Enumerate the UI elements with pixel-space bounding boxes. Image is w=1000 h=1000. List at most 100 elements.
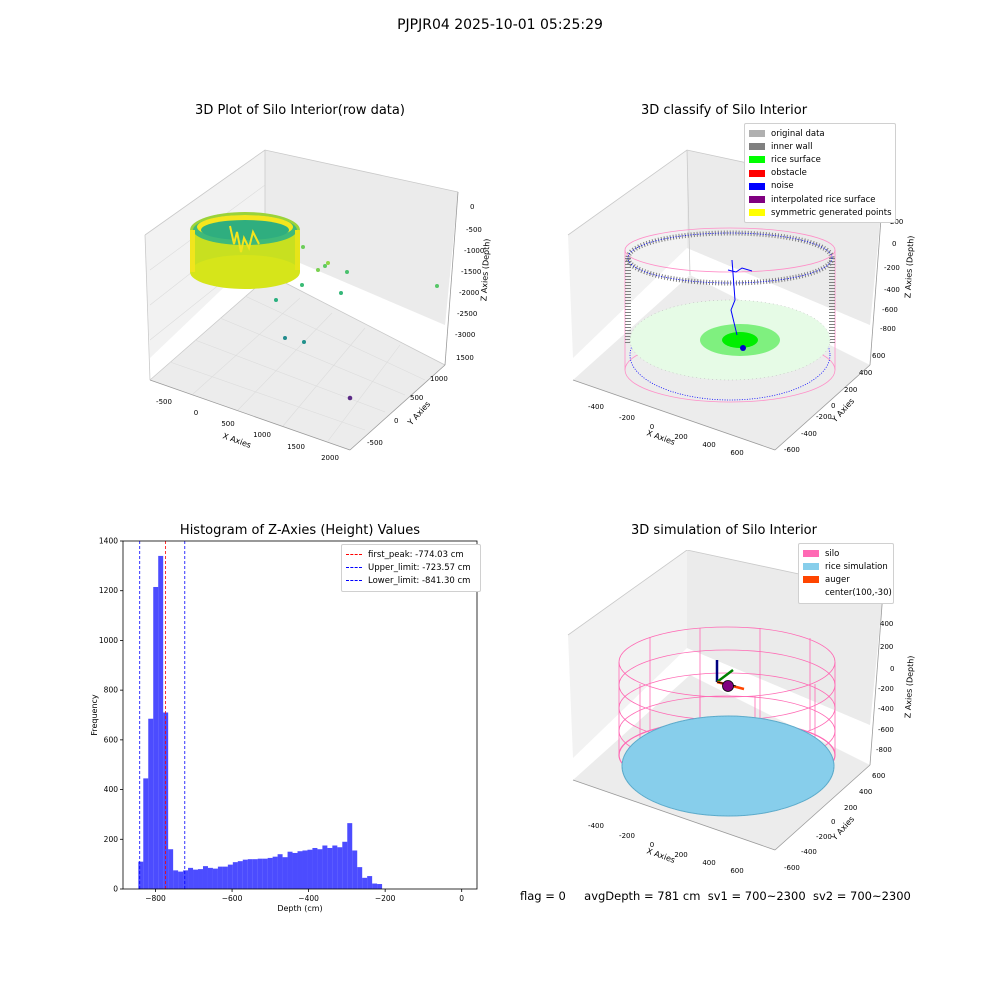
panel4-legend: silo rice simulation auger center(100,-30) (798, 543, 894, 604)
y-tick-label: 400 (104, 785, 119, 794)
p4-xtick: 600 (730, 867, 743, 875)
legend-swatch (749, 143, 765, 151)
y-tick-label: 600 (104, 735, 119, 744)
legend-entry: interpolated rice surface (749, 193, 891, 206)
flag-text: flag = 0 (520, 889, 566, 903)
histogram-bar (138, 861, 144, 889)
histogram-bar (282, 857, 288, 889)
p4-ztick: 200 (880, 643, 893, 651)
legend-swatch (749, 156, 765, 164)
histogram-bar (237, 861, 243, 889)
p4-ztick: 400 (880, 620, 893, 628)
x-tick-label: −800 (145, 894, 166, 903)
legend-label: symmetric generated points (771, 207, 892, 218)
legend-label: center(100,-30) (825, 588, 892, 599)
histogram-bars (138, 555, 383, 889)
p1-ztick: -1500 (461, 268, 481, 276)
y-tick-label: 800 (104, 686, 119, 695)
legend-entry: symmetric generated points (749, 206, 892, 219)
histogram-bar (377, 884, 383, 889)
legend-entry: noise (749, 180, 891, 193)
p1-xtick: 500 (221, 420, 234, 428)
p1-zlabel: Z Axies (Depth) (479, 238, 491, 301)
histogram-bar (362, 877, 368, 889)
panel4-plot: -400 -200 0 200 400 600 600 400 200 0 -2… (567, 550, 916, 875)
panel2-title: 3D classify of Silo Interior (640, 103, 808, 118)
legend-label: rice simulation (825, 561, 888, 572)
p4-ytick: 600 (872, 772, 885, 780)
histogram-bar (227, 864, 233, 889)
legend-swatch (346, 567, 362, 569)
p2-ytick: -200 (816, 413, 832, 421)
p1-ztick: -2000 (459, 289, 479, 297)
histogram-bar (163, 712, 169, 889)
legend-label: obstacle (771, 168, 807, 179)
p1-ytick: 500 (410, 394, 423, 402)
p4-ztick: -600 (878, 726, 894, 734)
histogram-bar (257, 858, 263, 889)
panel4-ticks: -400 -200 0 200 400 600 600 400 200 0 -2… (588, 620, 894, 875)
legend-entry: inner wall (749, 140, 891, 153)
legend-entry: first_peak: -774.03 cm (346, 548, 476, 561)
panel1-ticks: -500 0 500 1000 1500 2000 1500 1000 500 … (156, 203, 484, 462)
panel4-title: 3D simulation of Silo Interior (631, 523, 817, 538)
avg-depth-text: avgDepth = 781 cm (584, 889, 701, 903)
p1-xlabel: X Axies (221, 431, 252, 450)
legend-swatch (749, 182, 765, 190)
histogram-bar (367, 876, 373, 889)
p4-xtick: 200 (674, 851, 687, 859)
p2-ztick: -200 (884, 264, 900, 272)
p2-ztick: -400 (884, 286, 900, 294)
x-tick-label: 0 (459, 894, 464, 903)
panel1-title: 3D Plot of Silo Interior(row data) (195, 103, 405, 118)
histogram-bar (322, 845, 328, 889)
p4-ytick: -200 (816, 833, 832, 841)
legend-label: original data (771, 128, 825, 139)
histogram-bar (252, 859, 258, 889)
p2-xlabel: X Axies (645, 428, 676, 447)
legend-label: Upper_limit: -723.57 cm (368, 562, 471, 573)
sv1-text: sv1 = 700~2300 (707, 889, 806, 903)
histogram-bar (267, 857, 273, 889)
histogram-bar (292, 852, 298, 889)
histogram-limit-lines (139, 541, 186, 889)
figure-title: PJPJR04 2025-10-01 05:25:29 (397, 17, 603, 33)
p1-ztick: -1000 (464, 247, 484, 255)
x-tick-label: −600 (222, 894, 243, 903)
legend-label: interpolated rice surface (771, 194, 876, 205)
panel1-axes-box (144, 149, 459, 451)
legend-swatch (803, 550, 819, 558)
histogram-bar (232, 862, 238, 889)
p2-ytick: 200 (844, 386, 857, 394)
legend-entry: Lower_limit: -841.30 cm (346, 574, 476, 587)
p1-ztick: 0 (470, 203, 474, 211)
histogram-bar (342, 841, 348, 889)
p2-ztick: -800 (880, 325, 896, 333)
p2-xtick: 600 (730, 449, 743, 457)
histogram-bar (242, 859, 248, 889)
histogram-bar (178, 871, 184, 889)
p4-xtick: -200 (619, 832, 635, 840)
legend-label: inner wall (771, 141, 813, 152)
histogram-bar (143, 778, 149, 889)
p4-ztick: 0 (890, 665, 894, 673)
p1-xtick: -500 (156, 398, 172, 406)
p1-ytick: 1500 (456, 354, 474, 362)
legend-entry: Upper_limit: -723.57 cm (346, 561, 476, 574)
p4-xtick: 400 (702, 859, 715, 867)
panel2-silo-wall (624, 227, 836, 403)
panel1-silo-cloud (190, 212, 300, 289)
p2-xtick: 200 (674, 433, 687, 441)
histogram-bar (307, 849, 313, 889)
histogram-xticks: −800 −600 −400 −200 0 (145, 889, 464, 903)
histogram-frame (122, 540, 478, 890)
p4-ytick: 400 (859, 788, 872, 796)
histogram-bar (217, 866, 223, 889)
p3-ylabel: Frequency (90, 694, 99, 736)
sv2-text: sv2 = 700~2300 (812, 889, 911, 903)
histogram-bar (277, 854, 283, 889)
histogram-bar (317, 849, 323, 889)
p2-xtick: 0 (650, 423, 654, 431)
p2-xtick: -400 (588, 403, 604, 411)
panel2-plot: -400 -200 0 200 400 600 600 400 200 0 -2… (567, 149, 916, 457)
